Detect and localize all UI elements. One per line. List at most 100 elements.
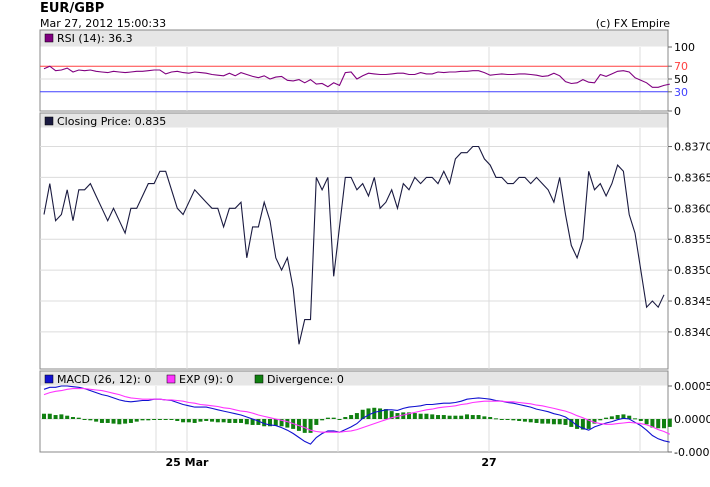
divergence-bar (354, 413, 359, 419)
divergence-bar (436, 415, 441, 419)
rsi-ytick-label-0: 100 (674, 41, 695, 54)
rsi-ytick-label-4: 0 (674, 105, 681, 118)
divergence-bar (152, 419, 157, 420)
divergence-bar (99, 419, 104, 423)
divergence-bar (667, 419, 672, 427)
divergence-bar (146, 419, 151, 421)
divergence-bar (343, 417, 348, 419)
divergence-bar (528, 419, 533, 423)
divergence-bar (517, 419, 522, 421)
divergence-bar (546, 419, 551, 424)
price-panel-frame (39, 112, 669, 370)
divergence-bar (366, 408, 371, 419)
divergence-bar (244, 419, 249, 425)
divergence-bar (464, 414, 469, 419)
macd-legend-label-2: Divergence: 0 (267, 373, 344, 386)
macd-legend-strip (40, 371, 668, 386)
divergence-bar (609, 416, 614, 419)
divergence-bar (233, 419, 238, 423)
chart-timestamp: Mar 27, 2012 15:00:33 (40, 17, 167, 30)
divergence-bar (540, 419, 545, 424)
divergence-bar (53, 415, 58, 419)
divergence-bar (615, 415, 620, 419)
macd-ytick-label-2: -0.0005 (674, 446, 710, 459)
divergence-bar (372, 407, 377, 419)
divergence-bar (389, 411, 394, 419)
divergence-bar (302, 419, 307, 433)
price-ytick-label-4: 0.8360 (674, 202, 710, 215)
divergence-bar (551, 419, 556, 425)
macd-legend-label-0: MACD (26, 12): 0 (57, 373, 151, 386)
divergence-bar (575, 419, 580, 429)
rsi-ytick-label-3: 30 (674, 86, 688, 99)
divergence-bar (314, 419, 319, 425)
divergence-bar (250, 419, 255, 425)
macd-legend-swatch-0 (44, 374, 54, 384)
divergence-bar (644, 419, 649, 425)
divergence-bar (534, 419, 539, 423)
chart-credit: (c) FX Empire (595, 17, 670, 30)
divergence-bar (198, 419, 203, 422)
divergence-bar (76, 417, 81, 419)
divergence-bar (453, 415, 458, 419)
divergence-bar (557, 419, 562, 425)
rsi-ytick-label-2: 50 (674, 73, 688, 86)
divergence-bar (215, 419, 220, 423)
macd-series-line-1 (43, 388, 671, 435)
divergence-bar (337, 419, 342, 420)
divergence-bar (279, 419, 284, 427)
divergence-bar (117, 419, 122, 425)
divergence-bar (111, 419, 116, 424)
divergence-bar (482, 416, 487, 419)
divergence-bar (267, 419, 272, 427)
macd-ytick-label-1: 0.0000 (674, 413, 710, 426)
divergence-bar (621, 414, 626, 419)
divergence-bar (308, 419, 313, 433)
rsi-legend-label-0: RSI (14): 36.3 (57, 32, 133, 45)
price-ytick-label-6: 0.8370 (674, 141, 710, 154)
price-ytick-label-2: 0.8350 (674, 264, 710, 277)
divergence-bar (383, 409, 388, 419)
divergence-bar (59, 414, 64, 419)
macd-series-line-0 (43, 385, 670, 445)
divergence-bar (192, 419, 197, 423)
divergence-bar (181, 419, 186, 423)
price-ytick-label-5: 0.8365 (674, 171, 710, 184)
divergence-bar (580, 419, 585, 430)
divergence-bar (105, 419, 110, 423)
divergence-bar (94, 419, 99, 422)
divergence-bar (476, 415, 481, 419)
divergence-bar (505, 419, 510, 420)
divergence-bar (70, 417, 75, 419)
chart-symbol: EUR/GBP (40, 1, 105, 16)
divergence-bar (331, 417, 336, 419)
divergence-bar (128, 419, 133, 423)
divergence-bar (522, 419, 527, 422)
divergence-bar (656, 419, 661, 429)
divergence-bar (140, 419, 145, 421)
divergence-bar (285, 419, 290, 428)
price-legend-label-0: Closing Price: 0.835 (57, 115, 166, 128)
divergence-bar (360, 409, 365, 419)
divergence-bar (418, 413, 423, 419)
divergence-bar (320, 419, 325, 421)
divergence-bar (598, 419, 603, 421)
divergence-bar (412, 413, 417, 419)
macd-legend-label-1: EXP (9): 0 (179, 373, 233, 386)
rsi-legend-swatch-0 (44, 33, 54, 43)
divergence-bar (296, 419, 301, 431)
price-legend-strip (40, 113, 668, 128)
price-ytick-label-0: 0.8340 (674, 326, 710, 339)
divergence-bar (123, 419, 128, 424)
divergence-bar (511, 419, 516, 421)
divergence-bar (633, 418, 638, 420)
divergence-bar (459, 415, 464, 419)
divergence-bar (175, 419, 180, 421)
x-tick-label-0: 25 Mar (166, 456, 210, 469)
rsi-series-line-0 (43, 65, 670, 88)
price-legend-swatch-0 (44, 116, 54, 126)
divergence-bar (447, 415, 452, 419)
divergence-bar (470, 415, 475, 419)
divergence-bar (569, 419, 574, 427)
divergence-bar (186, 419, 191, 423)
